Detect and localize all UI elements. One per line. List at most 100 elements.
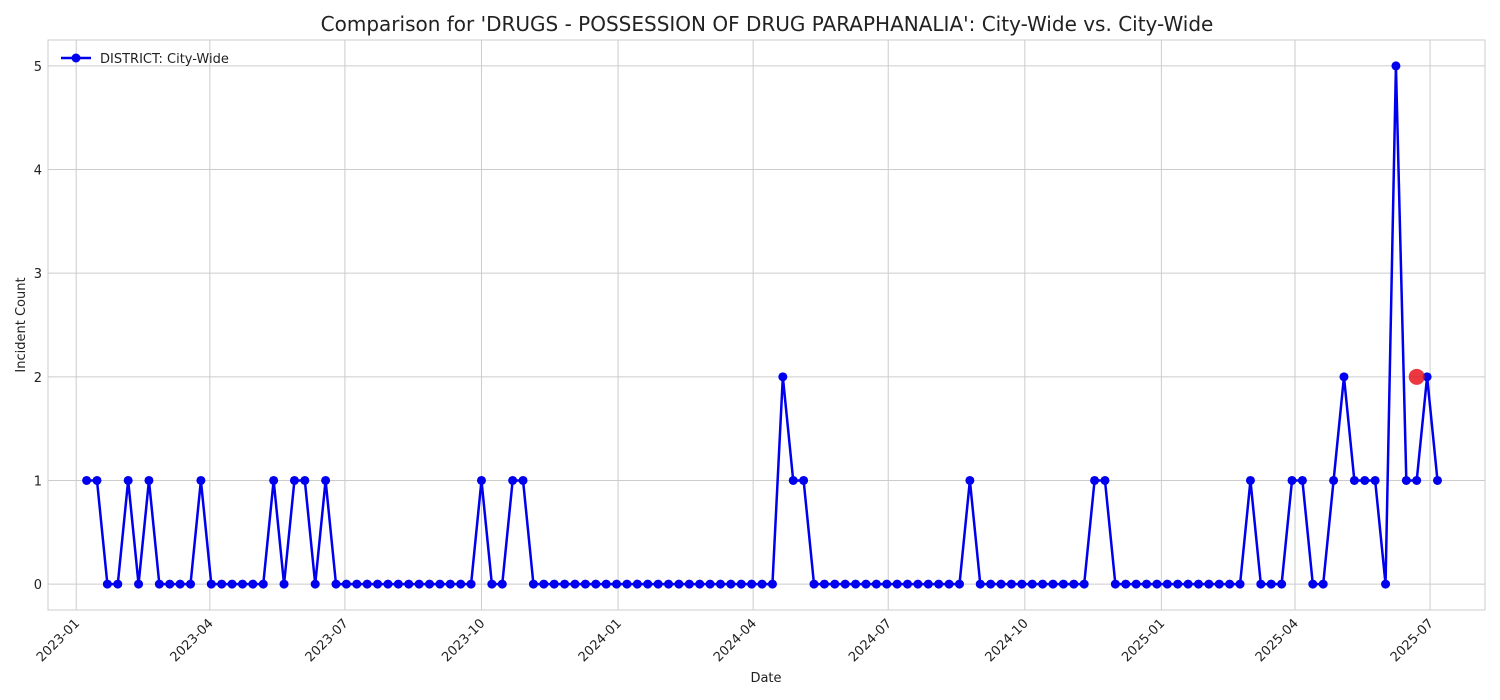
y-tick-label: 5 bbox=[34, 60, 42, 75]
data-point bbox=[1349, 475, 1359, 485]
data-point bbox=[986, 579, 996, 589]
data-point bbox=[1090, 475, 1100, 485]
x-tick-label: 2024-01 bbox=[576, 616, 625, 665]
data-point bbox=[591, 579, 601, 589]
data-point bbox=[1287, 475, 1297, 485]
data-point bbox=[726, 579, 736, 589]
data-point bbox=[882, 579, 892, 589]
data-point bbox=[778, 372, 788, 382]
data-point bbox=[1370, 475, 1380, 485]
x-tick-label: 2025-07 bbox=[1388, 616, 1437, 665]
data-point bbox=[767, 579, 777, 589]
data-point bbox=[165, 579, 175, 589]
data-point bbox=[1173, 579, 1183, 589]
x-tick-label: 2024-04 bbox=[711, 616, 760, 665]
data-point bbox=[258, 579, 268, 589]
data-point bbox=[944, 579, 954, 589]
data-point bbox=[757, 579, 767, 589]
data-point bbox=[331, 579, 341, 589]
x-tick-label: 2025-01 bbox=[1119, 616, 1168, 665]
data-point bbox=[414, 579, 424, 589]
x-tick-label: 2023-07 bbox=[303, 616, 352, 665]
data-point bbox=[404, 579, 414, 589]
data-point bbox=[321, 475, 331, 485]
data-point bbox=[705, 579, 715, 589]
data-point bbox=[528, 579, 538, 589]
data-point bbox=[871, 579, 881, 589]
data-point bbox=[1391, 61, 1401, 71]
data-point bbox=[92, 475, 102, 485]
data-point bbox=[830, 579, 840, 589]
legend-marker bbox=[71, 53, 81, 63]
data-point bbox=[954, 579, 964, 589]
data-point bbox=[1256, 579, 1266, 589]
y-axis-label: Incident Count bbox=[14, 277, 29, 372]
data-point bbox=[1235, 579, 1245, 589]
data-point bbox=[300, 475, 310, 485]
data-point bbox=[1100, 475, 1110, 485]
data-point bbox=[435, 579, 445, 589]
data-point bbox=[840, 579, 850, 589]
plot-frame bbox=[47, 39, 1486, 611]
data-point bbox=[1079, 579, 1089, 589]
data-point bbox=[934, 579, 944, 589]
data-point bbox=[487, 579, 497, 589]
data-point bbox=[289, 475, 299, 485]
x-tick-label: 2024-07 bbox=[846, 616, 895, 665]
data-point bbox=[1110, 579, 1120, 589]
data-point bbox=[965, 475, 975, 485]
y-tick-label: 2 bbox=[34, 371, 42, 386]
data-point bbox=[923, 579, 933, 589]
data-point bbox=[1069, 579, 1079, 589]
data-point bbox=[684, 579, 694, 589]
data-point bbox=[227, 579, 237, 589]
legend: DISTRICT: City-Wide bbox=[61, 52, 229, 67]
data-point bbox=[1297, 475, 1307, 485]
data-point bbox=[788, 475, 798, 485]
data-point bbox=[456, 579, 466, 589]
data-point bbox=[144, 475, 154, 485]
data-point bbox=[539, 579, 549, 589]
data-point bbox=[1017, 579, 1027, 589]
data-point bbox=[476, 475, 486, 485]
data-point bbox=[1360, 475, 1370, 485]
data-point bbox=[664, 579, 674, 589]
data-point bbox=[466, 579, 476, 589]
data-point bbox=[903, 579, 913, 589]
data-point bbox=[819, 579, 829, 589]
x-tick-label: 2023-10 bbox=[439, 616, 488, 665]
data-point bbox=[102, 579, 112, 589]
data-point bbox=[206, 579, 216, 589]
data-point bbox=[570, 579, 580, 589]
data-point bbox=[913, 579, 923, 589]
data-point bbox=[1193, 579, 1203, 589]
data-point bbox=[715, 579, 725, 589]
data-point bbox=[1432, 475, 1442, 485]
data-point bbox=[1142, 579, 1152, 589]
data-point bbox=[1131, 579, 1141, 589]
data-point bbox=[653, 579, 663, 589]
data-point bbox=[736, 579, 746, 589]
data-point bbox=[1266, 579, 1276, 589]
data-point bbox=[1329, 475, 1339, 485]
data-point bbox=[1058, 579, 1068, 589]
data-point bbox=[612, 579, 622, 589]
data-point bbox=[1277, 579, 1287, 589]
data-point bbox=[580, 579, 590, 589]
data-point bbox=[1401, 475, 1411, 485]
data-point bbox=[518, 475, 528, 485]
data-point bbox=[1318, 579, 1328, 589]
tick-labels: 0 1 2 3 4 5 2023-01 2023-04 2023-07 2023-10 2024-0… bbox=[34, 60, 1437, 665]
y-tick-label: 3 bbox=[34, 267, 42, 282]
highlight-point bbox=[1408, 368, 1425, 385]
data-point bbox=[1422, 372, 1432, 382]
data-point bbox=[508, 475, 518, 485]
x-tick-label: 2023-01 bbox=[34, 616, 83, 665]
data-point bbox=[383, 579, 393, 589]
data-point bbox=[643, 579, 653, 589]
data-point bbox=[217, 579, 227, 589]
data-point bbox=[892, 579, 902, 589]
series-points bbox=[82, 61, 1442, 589]
data-point bbox=[560, 579, 570, 589]
data-point bbox=[1006, 579, 1016, 589]
